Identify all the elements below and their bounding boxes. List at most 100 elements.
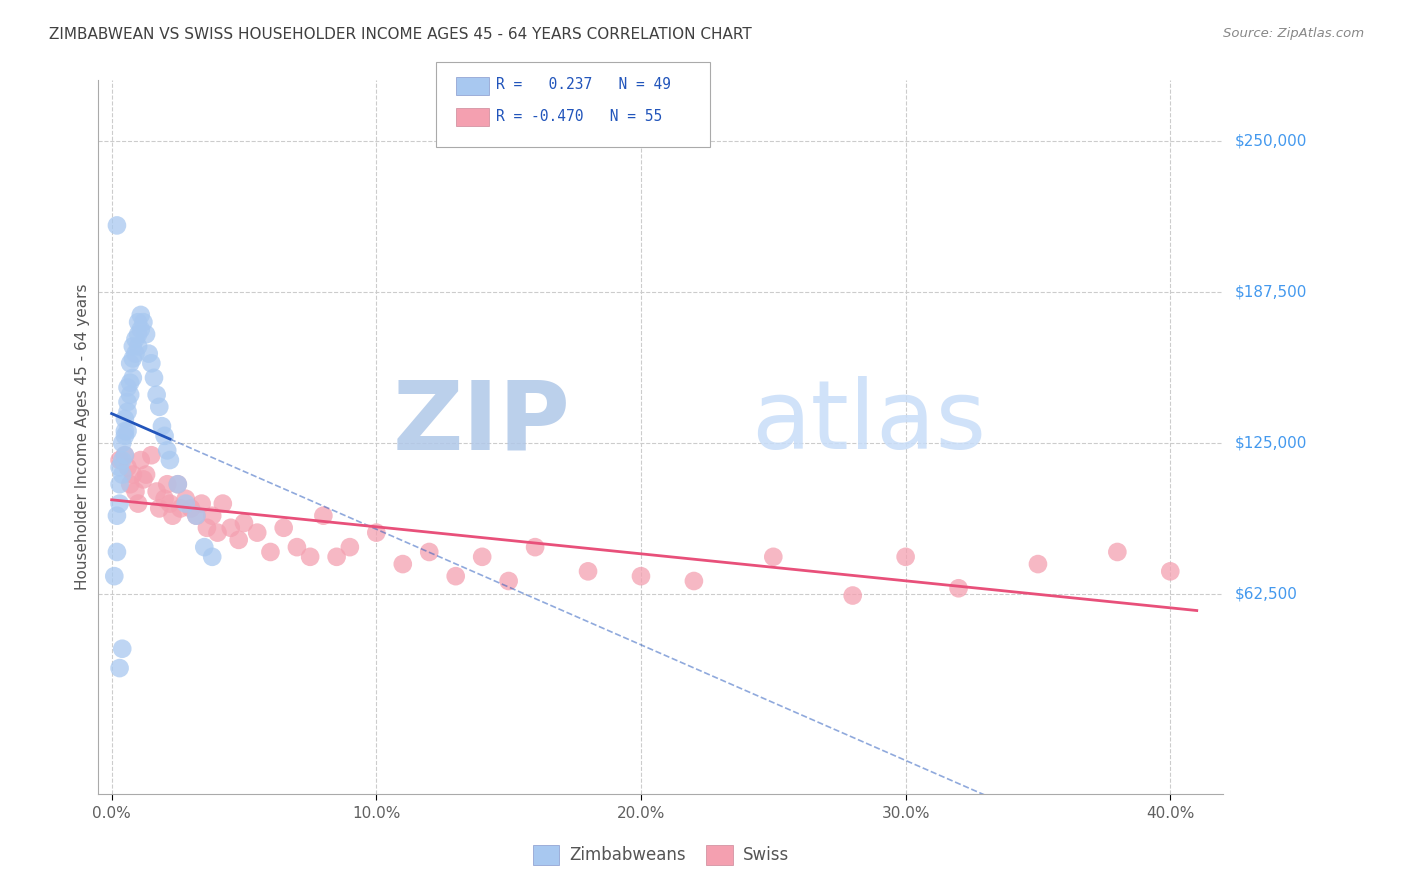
Text: Source: ZipAtlas.com: Source: ZipAtlas.com xyxy=(1223,27,1364,40)
Legend: Zimbabweans, Swiss: Zimbabweans, Swiss xyxy=(526,838,796,871)
Point xyxy=(683,574,706,588)
Point xyxy=(117,460,139,475)
Point xyxy=(117,424,139,438)
Text: $62,500: $62,500 xyxy=(1234,587,1298,602)
Point xyxy=(471,549,494,564)
Point xyxy=(121,467,143,482)
Point xyxy=(120,388,142,402)
Point xyxy=(108,477,131,491)
Point xyxy=(127,315,149,329)
Point xyxy=(132,315,155,329)
Point xyxy=(114,429,136,443)
Point xyxy=(132,472,155,486)
Point xyxy=(111,641,134,656)
Point xyxy=(124,332,146,346)
Text: R =   0.237   N = 49: R = 0.237 N = 49 xyxy=(496,78,671,92)
Point xyxy=(630,569,652,583)
Point xyxy=(233,516,256,530)
Point xyxy=(193,540,215,554)
Point xyxy=(201,549,224,564)
Point xyxy=(105,545,128,559)
Point xyxy=(762,549,785,564)
Point xyxy=(129,322,152,336)
Point xyxy=(127,497,149,511)
Point xyxy=(124,346,146,360)
Point xyxy=(948,581,970,595)
Point xyxy=(195,521,218,535)
Point xyxy=(127,339,149,353)
Point xyxy=(129,308,152,322)
Text: ZIMBABWEAN VS SWISS HOUSEHOLDER INCOME AGES 45 - 64 YEARS CORRELATION CHART: ZIMBABWEAN VS SWISS HOUSEHOLDER INCOME A… xyxy=(49,27,752,42)
Point xyxy=(148,501,170,516)
Point xyxy=(166,477,188,491)
Point xyxy=(299,549,322,564)
Point xyxy=(124,484,146,499)
Point xyxy=(153,429,176,443)
Point xyxy=(219,521,242,535)
Point xyxy=(108,661,131,675)
Point xyxy=(105,219,128,233)
Point xyxy=(121,351,143,366)
Point xyxy=(841,589,863,603)
Point xyxy=(228,533,250,547)
Point xyxy=(174,491,197,506)
Point xyxy=(114,424,136,438)
Point xyxy=(285,540,308,554)
Point xyxy=(117,395,139,409)
Point xyxy=(120,356,142,370)
Point xyxy=(190,497,212,511)
Point xyxy=(273,521,295,535)
Point xyxy=(174,497,197,511)
Point xyxy=(111,436,134,450)
Point xyxy=(166,477,188,491)
Point xyxy=(186,508,208,523)
Point xyxy=(366,525,388,540)
Point xyxy=(1026,557,1049,571)
Point xyxy=(156,477,179,491)
Text: atlas: atlas xyxy=(751,376,986,469)
Point xyxy=(114,412,136,426)
Point xyxy=(145,388,167,402)
Point xyxy=(153,491,176,506)
Point xyxy=(141,448,163,462)
Point xyxy=(129,453,152,467)
Point xyxy=(150,419,173,434)
Point xyxy=(117,380,139,394)
Point xyxy=(186,508,208,523)
Point xyxy=(576,565,599,579)
Point xyxy=(180,501,202,516)
Point xyxy=(114,448,136,462)
Point xyxy=(145,484,167,499)
Point xyxy=(444,569,467,583)
Point xyxy=(156,443,179,458)
Point xyxy=(498,574,520,588)
Point xyxy=(138,346,160,360)
Point xyxy=(524,540,547,554)
Text: $187,500: $187,500 xyxy=(1234,285,1306,300)
Point xyxy=(135,327,157,342)
Point xyxy=(120,477,142,491)
Point xyxy=(121,339,143,353)
Point xyxy=(108,453,131,467)
Point xyxy=(259,545,281,559)
Point xyxy=(105,508,128,523)
Point xyxy=(312,508,335,523)
Point xyxy=(201,508,224,523)
Point xyxy=(141,356,163,370)
Point xyxy=(418,545,440,559)
Point xyxy=(143,371,166,385)
Point xyxy=(211,497,233,511)
Text: ZIP: ZIP xyxy=(392,376,571,469)
Point xyxy=(148,400,170,414)
Point xyxy=(339,540,361,554)
Point xyxy=(246,525,269,540)
Text: $250,000: $250,000 xyxy=(1234,133,1306,148)
Point xyxy=(894,549,917,564)
Point xyxy=(120,376,142,390)
Point xyxy=(114,448,136,462)
Text: R = -0.470   N = 55: R = -0.470 N = 55 xyxy=(496,110,662,124)
Point xyxy=(127,327,149,342)
Point xyxy=(135,467,157,482)
Point xyxy=(1159,565,1181,579)
Point xyxy=(111,467,134,482)
